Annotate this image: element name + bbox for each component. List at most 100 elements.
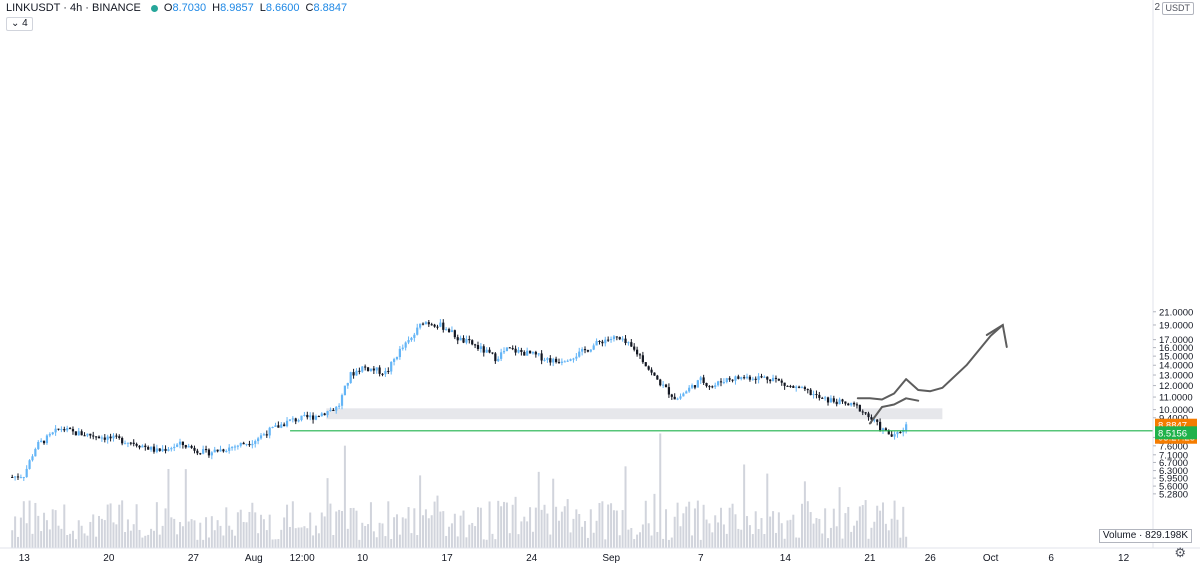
candle-body: [679, 396, 682, 399]
indicators-toggle[interactable]: ⌄ 4: [6, 17, 33, 31]
volume-bar: [479, 507, 482, 548]
volume-bar: [685, 506, 688, 548]
candle-body: [378, 367, 381, 374]
volume-bar: [873, 521, 876, 548]
candle-body: [343, 385, 347, 396]
drawing-layer[interactable]: [290, 323, 1153, 432]
volume-bar: [86, 535, 89, 548]
candle-body: [459, 337, 462, 341]
volume-bar: [167, 468, 170, 548]
candle-body: [569, 359, 572, 361]
candle-body: [618, 337, 621, 340]
volume-bar: [343, 445, 346, 548]
candle-body: [806, 389, 809, 391]
candle-body: [106, 436, 109, 440]
time-tick-label: 10: [357, 553, 369, 564]
price-tick-label: 7.6000: [1159, 441, 1188, 452]
volume-bar: [17, 536, 20, 548]
candle-body: [141, 445, 144, 448]
volume-bar: [205, 517, 208, 548]
volume-value: 829.198K: [1145, 530, 1188, 541]
volume-bar: [774, 532, 777, 548]
symbol-header[interactable]: LINKUSDT · 4h · BINANCE O8.7030 H8.9857 …: [6, 2, 347, 14]
candle-body: [54, 428, 57, 433]
candle-body: [647, 366, 650, 370]
candle-body: [818, 394, 821, 398]
projection-path-1[interactable]: [856, 324, 1004, 401]
volume-bar: [719, 507, 722, 548]
volume-bar: [439, 511, 442, 548]
volume-bar: [650, 535, 653, 548]
candle-body: [809, 389, 812, 396]
projection-path-2[interactable]: [868, 397, 920, 425]
volume-bar: [474, 526, 477, 548]
candle-body: [430, 324, 433, 326]
volume-bar: [341, 510, 344, 548]
candle-body: [740, 377, 743, 379]
volume-bar: [731, 503, 734, 548]
volume-bar: [358, 539, 361, 548]
candle-body: [583, 349, 587, 351]
candle-body: [560, 361, 563, 363]
currency-badge[interactable]: USDT: [1161, 2, 1194, 15]
open-label: O: [163, 2, 173, 14]
gear-icon[interactable]: ⚙: [1174, 545, 1186, 560]
volume-bar: [864, 500, 867, 548]
low-label: L: [259, 2, 266, 14]
candle-body: [170, 448, 173, 450]
candle-body: [812, 394, 815, 396]
candle-body: [361, 366, 364, 372]
candle-body: [656, 375, 659, 380]
candle-body: [349, 372, 352, 383]
demand-zone-rect[interactable]: [326, 408, 943, 420]
candle-body: [181, 441, 185, 446]
volume-bar: [320, 512, 323, 548]
candle-body: [31, 456, 34, 461]
volume-bar: [11, 530, 14, 548]
volume-bar: [69, 533, 72, 548]
price-tick-label: 21.0000: [1159, 307, 1193, 318]
candle-body: [390, 361, 393, 372]
time-tick-label: 26: [925, 553, 937, 564]
volume-bar: [592, 532, 595, 548]
candle-body: [676, 398, 679, 400]
low-value: 8.6600: [265, 2, 300, 14]
candle-body: [447, 329, 451, 333]
candle-body: [190, 445, 193, 448]
volume-bar: [835, 526, 838, 548]
volume-bar: [905, 536, 908, 548]
volume-bar: [693, 508, 696, 548]
candle-body: [210, 452, 213, 456]
candle-body: [465, 339, 468, 343]
candle-body: [291, 418, 294, 420]
symbol-title[interactable]: LINKUSDT · 4h · BINANCE: [6, 2, 141, 14]
candle-body: [826, 397, 830, 403]
candle-body: [392, 359, 396, 362]
candle-body: [494, 353, 497, 362]
candle-body: [92, 435, 95, 437]
volume-bar: [274, 539, 277, 548]
candle-body: [841, 399, 844, 402]
candle-body: [164, 448, 167, 451]
volume-bar: [260, 514, 263, 548]
volume-bar: [659, 433, 662, 548]
volume-bar: [757, 529, 760, 548]
volume-bar: [283, 517, 286, 548]
candle-body: [899, 432, 902, 434]
candle-body: [11, 477, 14, 478]
candle-body: [433, 324, 436, 327]
volume-bar: [326, 478, 329, 548]
volume-bar: [141, 537, 144, 548]
candle-body: [453, 330, 456, 338]
volume-bar: [803, 481, 806, 548]
volume-bar: [858, 506, 861, 548]
candle-body: [737, 376, 740, 379]
candle-body: [760, 376, 763, 378]
candle-body: [176, 444, 179, 447]
candle-body: [847, 403, 850, 406]
candle-body: [627, 342, 630, 344]
candle-body: [129, 442, 132, 444]
candle-body: [598, 341, 601, 343]
